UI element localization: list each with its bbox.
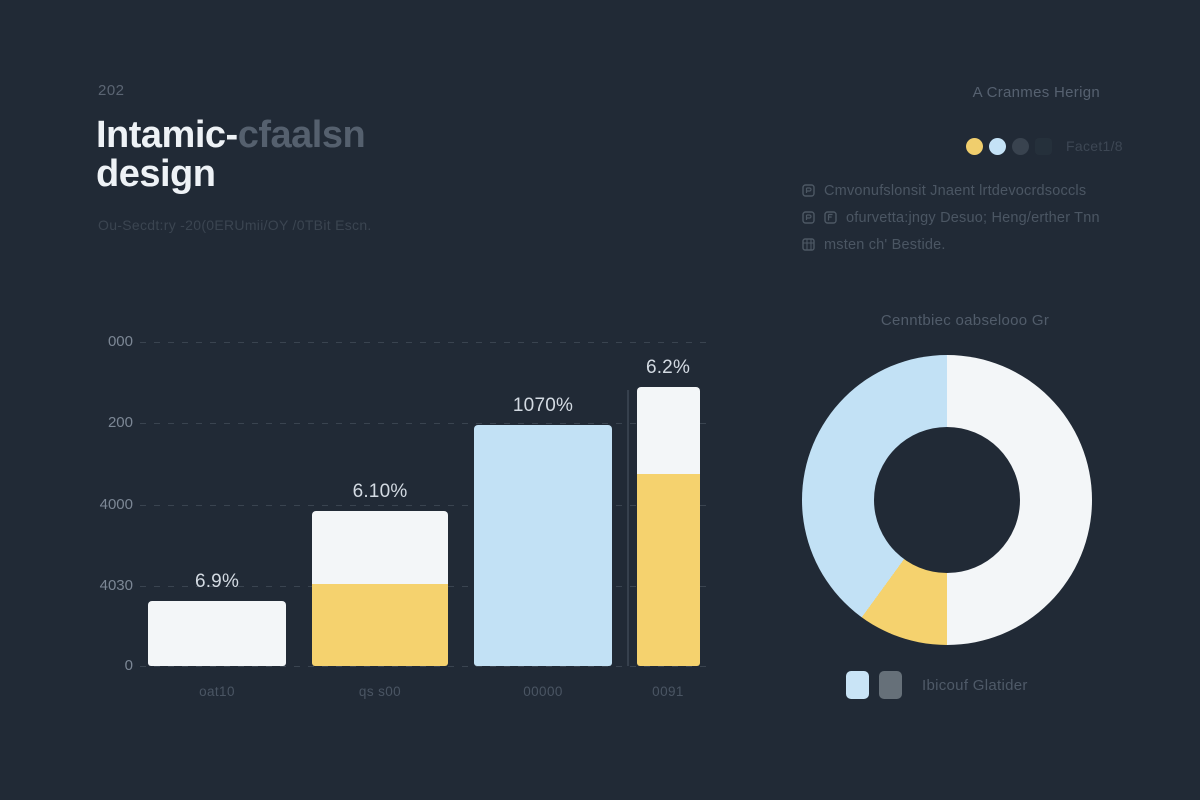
header-notes: Cmvonufslonsit Jnaent lrtdevocrdsoccls o… — [802, 177, 1100, 258]
bar-segment-white — [148, 601, 286, 666]
bar-segment-blue — [474, 425, 612, 666]
bar-value-label: 6.9% — [194, 571, 240, 592]
facet-label: Facet1/8 — [1066, 138, 1123, 154]
legend-label: Ibicouf Glatider — [922, 676, 1028, 694]
bar-segment-yellow — [636, 474, 700, 666]
donut-chart-title: Cenntbiec oabselooo Gr — [880, 312, 1050, 329]
grid-icon — [802, 238, 815, 251]
pagination-dots: Facet1/8 — [966, 137, 1123, 155]
dot-blue[interactable] — [989, 137, 1006, 155]
page-title-part2: cfaalsn — [237, 114, 366, 156]
gridline — [140, 342, 712, 343]
y-axis-tick-label: 000 — [107, 333, 133, 350]
legend-swatch-blue — [846, 671, 869, 699]
page-title-part1: Intamic- — [96, 114, 238, 156]
note-line: Cmvonufslonsit Jnaent lrtdevocrdsoccls — [802, 177, 1100, 204]
y-axis-tick-label: 4030 — [99, 577, 133, 594]
y-axis-tick-label: 0 — [124, 657, 133, 674]
note-text: Cmvonufslonsit Jnaent lrtdevocrdsoccls — [824, 182, 1087, 199]
dot-yellow[interactable] — [966, 137, 983, 155]
page-title-line2: design — [96, 153, 216, 195]
legend-swatch-gray — [879, 671, 902, 699]
note-line: ofurvetta:jngy Desuo; Heng/erther Tnn — [802, 204, 1100, 231]
chat-icon — [802, 211, 815, 224]
donut-chart — [802, 355, 1092, 645]
gridline — [140, 423, 712, 424]
page-subtitle: Ou-Secdt:ry -20(0ERUmii/OY /0TBit Escn. — [98, 217, 372, 233]
note-text: msten ch' Bestide. — [824, 236, 946, 253]
gridline — [140, 666, 712, 667]
x-axis-tick-label: 00000 — [523, 684, 563, 699]
bar-segment-white — [636, 387, 700, 474]
donut-hole — [874, 427, 1020, 573]
y-axis-tick-label: 200 — [107, 414, 133, 431]
vertical-axis-line — [627, 390, 629, 666]
header-right-title: A Cranmes Herign — [972, 84, 1100, 101]
eyebrow-number: 202 — [98, 82, 125, 99]
bar-segment-yellow — [312, 584, 448, 666]
donut-legend: Ibicouf Glatider — [846, 671, 1028, 699]
dot-ghost[interactable] — [1035, 137, 1052, 155]
x-axis-tick-label: 0091 — [652, 684, 684, 699]
x-axis-tick-label: qs s00 — [358, 684, 402, 699]
x-axis-tick-label: oat10 — [199, 684, 235, 699]
flag-icon — [824, 211, 837, 224]
bar-value-label: 6.10% — [352, 481, 408, 502]
note-text: ofurvetta:jngy Desuo; Heng/erther Tnn — [846, 209, 1100, 226]
y-axis-tick-label: 4000 — [99, 496, 133, 513]
gridline — [140, 505, 712, 506]
page-title: Intamic-cfaalsn design — [96, 114, 366, 195]
bar-value-label: 1070% — [512, 395, 574, 416]
bar-segment-white — [312, 511, 448, 584]
dot-gray[interactable] — [1012, 137, 1029, 155]
bar-value-label: 6.2% — [645, 357, 691, 378]
chat-icon — [802, 184, 815, 197]
note-line: msten ch' Bestide. — [802, 231, 1100, 258]
